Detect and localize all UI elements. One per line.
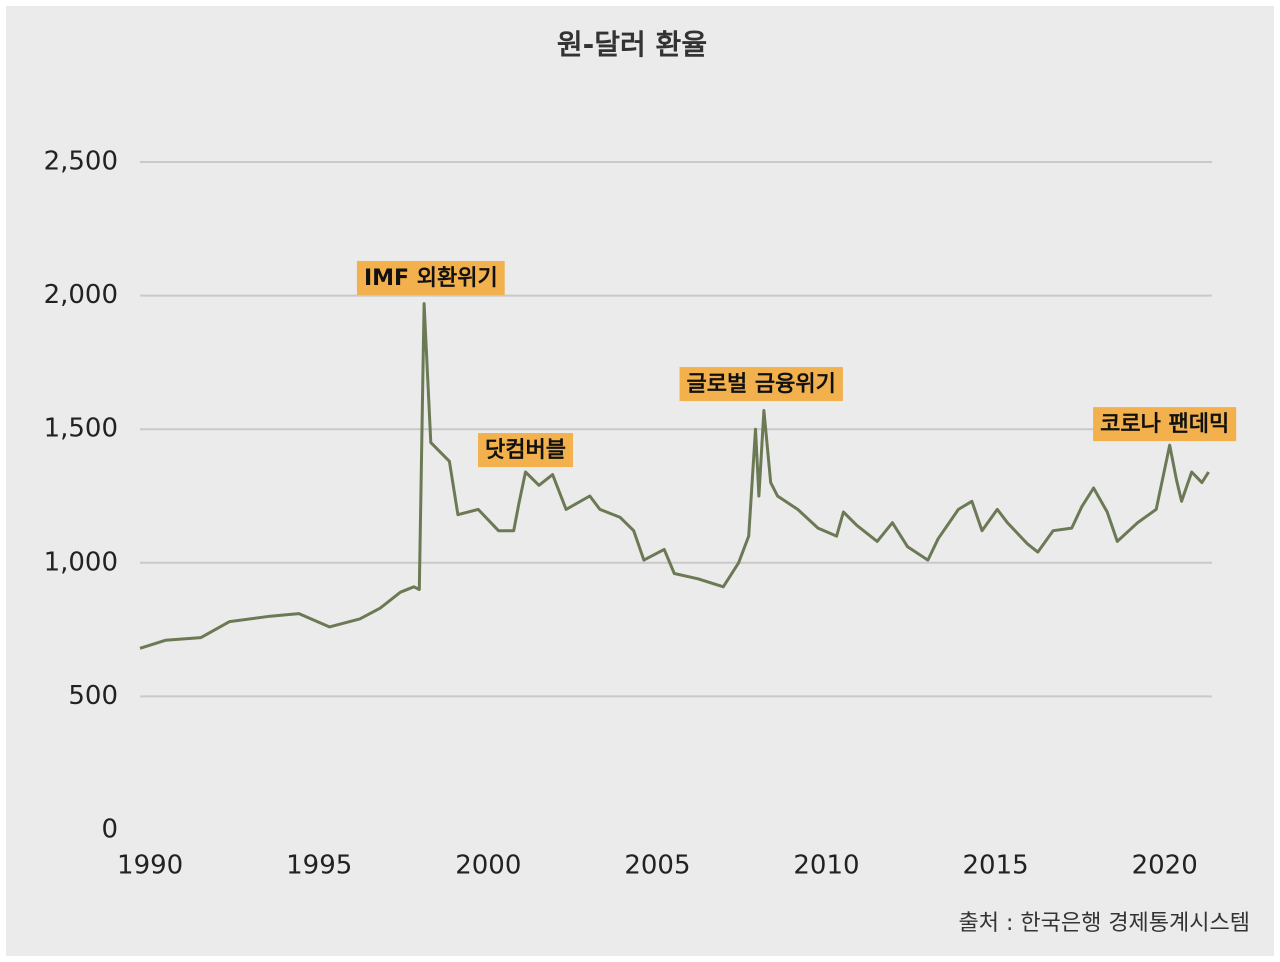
y-tick-label: 0 [101, 815, 118, 845]
y-tick-label: 1,000 [44, 547, 118, 577]
annotation-label: IMF 외환위기 [364, 266, 498, 291]
y-tick-label: 1,500 [44, 414, 118, 444]
source-note: 출처 : 한국은행 경제통계시스템 [958, 911, 1250, 936]
x-tick-label: 1990 [117, 851, 183, 881]
annotation-box [679, 367, 843, 402]
x-tick-label: 1995 [286, 851, 352, 881]
chart-title: 원-달러 환율 [557, 28, 707, 61]
x-tick-label: 2010 [793, 851, 859, 881]
annotation-label: 글로벌 금융위기 [687, 372, 836, 397]
annotation-label: 코로나 팬데믹 [1100, 412, 1229, 437]
annotation-label: 닷컴버블 [485, 438, 566, 463]
annotation-box [1093, 407, 1237, 442]
y-tick-label: 2,500 [44, 147, 118, 177]
x-tick-label: 2000 [455, 851, 521, 881]
annotation-box [478, 433, 573, 468]
y-tick-label: 2,000 [44, 280, 118, 310]
x-tick-label: 2005 [624, 851, 690, 881]
x-tick-label: 2015 [962, 851, 1028, 881]
y-tick-label: 500 [68, 681, 118, 711]
series-line [139, 302, 1210, 650]
chart-background [6, 6, 1274, 956]
x-tick-label: 2020 [1132, 851, 1198, 881]
annotation-box [356, 260, 505, 295]
